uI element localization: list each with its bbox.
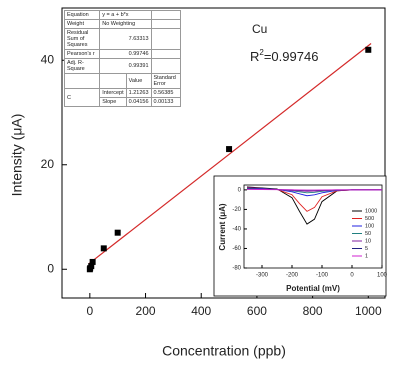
- inset-plot-frame: [243, 184, 383, 269]
- plot-frame: [61, 7, 386, 299]
- y-tick-label: -40: [232, 227, 241, 233]
- table-cell: C: [63, 88, 101, 107]
- table-row: Value Standard Error: [63, 73, 182, 89]
- table-cell: [150, 49, 182, 59]
- table-cell: Slope: [99, 97, 127, 107]
- fit-line: [88, 43, 372, 265]
- table-cell: [150, 10, 182, 20]
- table-cell: Adj. R-Square: [63, 58, 101, 74]
- x-tick-label: -300: [256, 273, 269, 279]
- table-cell: 1.21263: [125, 88, 152, 98]
- table-row: Weight No Weighting: [63, 19, 182, 29]
- annotation: R2=0.99746: [250, 48, 318, 64]
- y-tick-label: -20: [232, 207, 241, 213]
- x-tick-label: 0: [87, 304, 94, 318]
- y-tick-label: 0: [238, 187, 242, 193]
- series-line: [246, 188, 382, 191]
- annotation: =0.99746: [264, 49, 319, 64]
- table-cell: Intercept: [99, 88, 127, 98]
- table-cell: Pearson's r: [63, 49, 101, 59]
- y-tick-label: 0: [47, 261, 54, 275]
- annotation: R: [250, 49, 259, 64]
- legend-label: 100: [365, 223, 374, 229]
- table-cell: No Weighting: [99, 19, 152, 29]
- table-cell: Equation: [63, 10, 101, 20]
- inset-frame: [213, 175, 387, 297]
- point: [365, 46, 372, 53]
- table-cell: [99, 73, 127, 89]
- annotation: 2: [259, 48, 264, 57]
- x-tick-label: -100: [316, 273, 329, 279]
- legend-label: 10: [365, 238, 371, 244]
- legend-label: 1: [365, 253, 368, 259]
- inset-x-label: Potential (mV): [286, 284, 340, 293]
- y-axis-label: Intensity (μA): [9, 114, 25, 197]
- table-cell: Weight: [63, 19, 101, 29]
- table-row: Residual Sum of Squares 7.63313: [63, 28, 182, 50]
- table-row: Adj. R-Square 0.99391: [63, 58, 182, 74]
- table-cell: y = a + b*x: [99, 10, 152, 20]
- table-cell: 0.04156: [125, 97, 152, 107]
- x-tick-label: 400: [191, 304, 211, 318]
- table-cell: [150, 28, 182, 50]
- table-cell: 0.99391: [99, 58, 152, 74]
- inset-plot: -300 -200 -100 0 1000-20-40-60-8010005001005…: [232, 186, 388, 279]
- legend-label: 1000: [365, 208, 377, 214]
- x-tick-label: 0: [350, 273, 354, 279]
- table-cell: [150, 58, 182, 74]
- point: [114, 229, 121, 236]
- point: [100, 245, 107, 252]
- table-row: Equation y = a + b*x: [63, 10, 182, 20]
- table-row: Slope 0.04156 0.00133: [65, 97, 182, 107]
- x-tick-label: 1000: [355, 304, 382, 318]
- legend-label: 500: [365, 216, 374, 222]
- x-tick-label: 200: [136, 304, 156, 318]
- y-tick-label: 40: [41, 52, 55, 66]
- point: [226, 146, 233, 153]
- table-cell: [63, 73, 101, 89]
- fit-table: Equation y = a + b*x Weight No Weighting R…: [63, 10, 182, 107]
- x-axis-label: Concentration (ppb): [162, 343, 286, 359]
- x-tick-label: 600: [247, 304, 267, 318]
- annotation: Cu: [252, 22, 267, 36]
- table-cell: 7.63313: [99, 28, 152, 50]
- x-tick-label: 100: [377, 273, 388, 279]
- point: [88, 263, 95, 270]
- legend-label: 50: [365, 231, 371, 237]
- table-cell: Standard Error: [150, 73, 182, 89]
- x-tick-label: -200: [286, 273, 299, 279]
- table-cell: 0.00133: [150, 97, 182, 107]
- x-tick-label: 800: [303, 304, 323, 318]
- table-cell: Residual Sum of Squares: [63, 28, 101, 50]
- y-tick-label: -80: [232, 266, 241, 272]
- table-cell: 0.99746: [99, 49, 152, 59]
- legend-label: 5: [365, 246, 368, 252]
- table-cell: Value: [125, 73, 152, 89]
- table-cell: [150, 19, 182, 29]
- table-row: Pearson's r 0.99746: [63, 49, 182, 59]
- table-row: C Intercept 1.21263 0.56385: [63, 88, 182, 107]
- point: [89, 258, 96, 265]
- y-tick-label: -60: [232, 246, 241, 252]
- y-tick-label: 20: [41, 157, 55, 171]
- table-cell: 0.56385: [150, 88, 182, 98]
- inset-y-label: Current (μA): [218, 203, 227, 250]
